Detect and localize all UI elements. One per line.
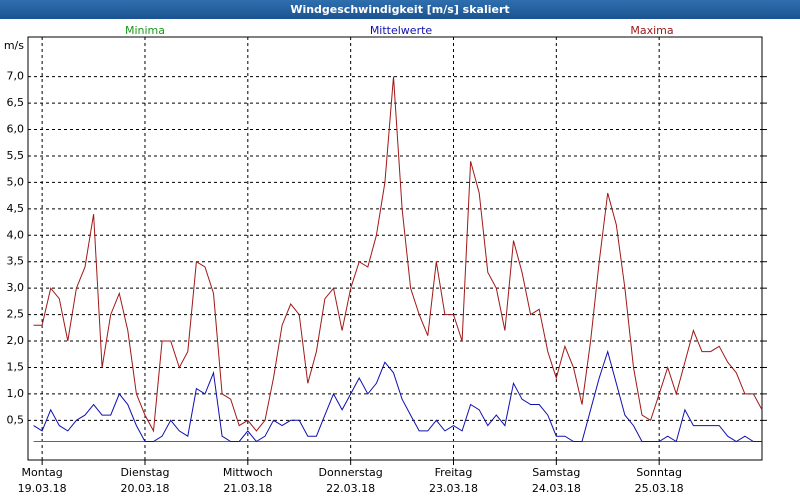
legend-entry: Maxima (630, 24, 673, 37)
x-tick-label: 21.03.18 (223, 482, 272, 495)
y-tick-label: 5,5 (7, 149, 25, 162)
x-tick-weekday: Donnerstag (319, 466, 383, 479)
y-tick-label: 0,5 (7, 413, 25, 426)
series-line (33, 349, 762, 443)
y-tick-label: 2,0 (7, 334, 25, 347)
y-tick-label: 7,0 (7, 70, 25, 83)
y-tick-label: 6,5 (7, 96, 25, 109)
x-tick-label: 23.03.18 (429, 482, 478, 495)
x-tick-weekday: Mittwoch (223, 466, 273, 479)
y-tick-label: 1,0 (7, 387, 25, 400)
x-tick-weekday: Freitag (435, 466, 473, 479)
y-tick-label: 3,0 (7, 281, 25, 294)
legend-entry: Minima (125, 24, 165, 37)
legend-entry: Mittelwerte (370, 24, 433, 37)
x-tick-label: 24.03.18 (532, 482, 581, 495)
x-tick-label: 25.03.18 (635, 482, 684, 495)
y-unit-label: m/s (4, 39, 24, 52)
y-tick-label: 1,5 (7, 360, 25, 373)
series-line (33, 76, 763, 433)
x-tick-label: 22.03.18 (326, 482, 375, 495)
plot-frame (27, 36, 763, 461)
y-tick-label: 2,5 (7, 308, 25, 321)
x-tick-weekday: Sonntag (636, 466, 682, 479)
y-tick-label: 4,5 (7, 202, 25, 215)
chart: 0,5 1,0 1,5 2,0 2,5 3,0 3,5 4,0 4,5 5,0 5,5 6,0 6,5 7… (0, 19, 800, 500)
x-tick-weekday: Montag (22, 466, 63, 479)
x-tick-label: 20.03.18 (120, 482, 169, 495)
y-tick-label: 4,0 (7, 228, 25, 241)
window-title: Windgeschwindigkeit [m/s] skaliert (0, 0, 800, 19)
y-tick-label: 5,0 (7, 175, 25, 188)
background (0, 19, 800, 500)
x-tick-weekday: Dienstag (120, 466, 169, 479)
y-tick-label: 3,5 (7, 255, 25, 268)
x-tick-weekday: Samstag (532, 466, 580, 479)
y-tick-label: 6,0 (7, 123, 25, 136)
x-tick-label: 19.03.18 (18, 482, 67, 495)
